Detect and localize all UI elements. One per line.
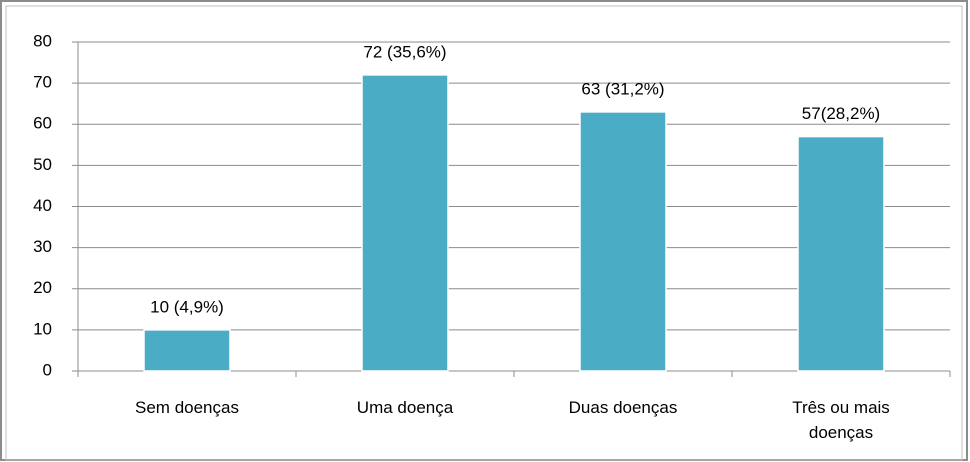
data-label: 63 (31,2%) — [581, 79, 664, 98]
bar — [579, 111, 667, 372]
data-label: 72 (35,6%) — [363, 42, 446, 61]
x-tick-label: Duas doenças — [568, 398, 678, 417]
x-tick-label-box: Sem doenças — [135, 398, 239, 417]
y-tick-label: 60 — [33, 114, 52, 133]
y-tick-label: 20 — [33, 278, 52, 297]
x-tick-label: Uma doença — [356, 398, 454, 417]
y-tick-label: 30 — [33, 237, 52, 256]
y-tick-label: 40 — [33, 196, 52, 215]
x-tick-label-box: Uma doença — [356, 398, 454, 417]
y-tick-label: 10 — [33, 319, 52, 338]
x-tick-label: Três ou mais doenças — [792, 398, 890, 442]
inner-frame — [5, 5, 963, 461]
y-tick-label: 80 — [33, 31, 52, 50]
data-label: 10 (4,9%) — [150, 297, 224, 316]
y-tick-label: 50 — [33, 155, 52, 174]
x-tick-label: Sem doenças — [135, 398, 239, 417]
y-tick-label: 0 — [43, 360, 52, 379]
data-label: 57(28,2%) — [802, 104, 880, 123]
bar — [797, 135, 885, 372]
x-tick-label-box: Três ou mais doenças — [792, 398, 890, 442]
y-tick-label: 70 — [33, 73, 52, 92]
bar — [361, 74, 449, 372]
bar — [143, 329, 231, 372]
x-tick-label-box: Duas doenças — [568, 398, 678, 417]
